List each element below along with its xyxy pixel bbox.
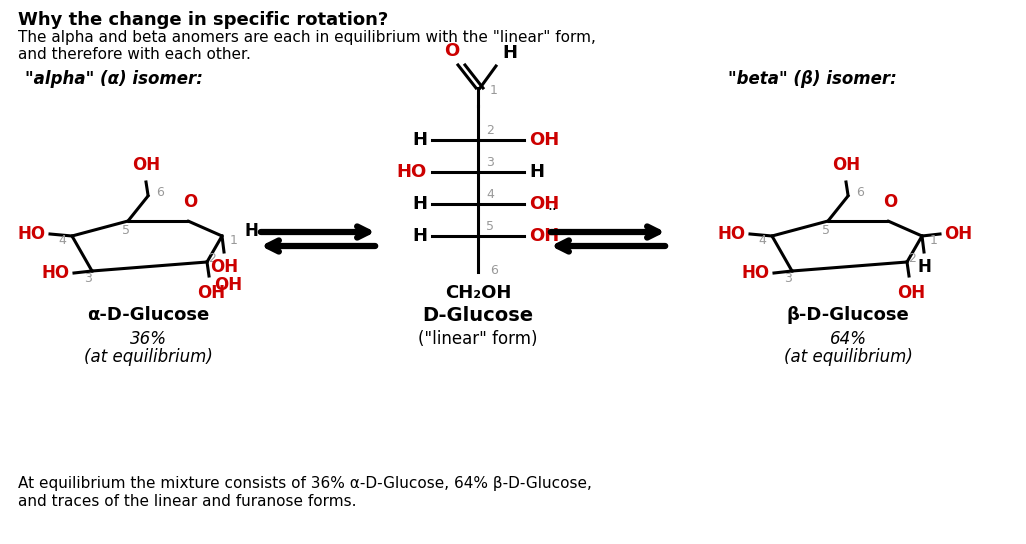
Text: OH: OH (132, 156, 160, 174)
Text: D-Glucose: D-Glucose (423, 306, 534, 325)
Text: 4: 4 (58, 233, 66, 246)
Text: 6: 6 (856, 186, 864, 199)
Text: At equilibrium the mixture consists of 36% α-D-Glucose, 64% β-D-Glucose,: At equilibrium the mixture consists of 3… (18, 476, 592, 491)
Text: HO: HO (397, 163, 427, 181)
Text: ··: ·· (547, 202, 557, 218)
Text: H: H (917, 258, 931, 276)
Text: OH: OH (832, 156, 860, 174)
Text: H: H (502, 44, 517, 62)
Text: "alpha" (α) isomer:: "alpha" (α) isomer: (25, 70, 203, 88)
Text: 4: 4 (758, 233, 766, 246)
Text: 1: 1 (230, 234, 238, 248)
Text: OH: OH (944, 225, 972, 243)
Text: OH: OH (529, 227, 559, 245)
Text: α-D-Glucose: α-D-Glucose (87, 306, 209, 324)
Text: H: H (412, 227, 427, 245)
Text: β-D-Glucose: β-D-Glucose (787, 306, 909, 324)
Text: 2: 2 (208, 252, 215, 265)
Text: 5: 5 (822, 225, 830, 238)
Text: 5: 5 (122, 225, 130, 238)
Text: H: H (412, 195, 427, 213)
Text: 3: 3 (486, 156, 494, 169)
Text: 1: 1 (490, 83, 498, 96)
Text: 2: 2 (486, 123, 494, 137)
Text: O: O (883, 193, 897, 211)
Text: 2: 2 (908, 252, 916, 265)
Text: CH₂OH: CH₂OH (445, 284, 511, 302)
Text: H: H (529, 163, 544, 181)
Text: and therefore with each other.: and therefore with each other. (18, 47, 251, 62)
Text: H: H (244, 222, 258, 240)
Text: H: H (412, 131, 427, 149)
Text: OH: OH (529, 195, 559, 213)
Text: 4: 4 (486, 188, 494, 201)
Text: 36%: 36% (129, 330, 166, 348)
Text: The alpha and beta anomers are each in equilibrium with the "linear" form,: The alpha and beta anomers are each in e… (18, 30, 596, 45)
Text: 6: 6 (156, 186, 164, 199)
Text: O: O (444, 42, 460, 60)
Text: OH: OH (197, 284, 225, 302)
Text: (at equilibrium): (at equilibrium) (784, 348, 912, 366)
Text: 3: 3 (84, 273, 92, 286)
Text: 6: 6 (490, 263, 498, 276)
Text: and traces of the linear and furanose forms.: and traces of the linear and furanose fo… (18, 494, 356, 509)
Text: Why the change in specific rotation?: Why the change in specific rotation? (18, 11, 388, 29)
Text: ("linear" form): ("linear" form) (419, 330, 538, 348)
Text: OH: OH (897, 284, 925, 302)
Text: OH: OH (529, 131, 559, 149)
Text: 3: 3 (784, 273, 792, 286)
Text: HO: HO (742, 264, 770, 282)
Text: HO: HO (718, 225, 746, 243)
Text: HO: HO (42, 264, 70, 282)
Text: OH: OH (210, 258, 238, 276)
Text: 1: 1 (930, 234, 938, 248)
Text: "beta" (β) isomer:: "beta" (β) isomer: (728, 70, 897, 88)
Text: HO: HO (17, 225, 46, 243)
Text: 64%: 64% (829, 330, 867, 348)
Text: (at equilibrium): (at equilibrium) (83, 348, 212, 366)
Text: OH: OH (214, 276, 242, 294)
Text: 5: 5 (486, 219, 494, 232)
Text: O: O (183, 193, 197, 211)
